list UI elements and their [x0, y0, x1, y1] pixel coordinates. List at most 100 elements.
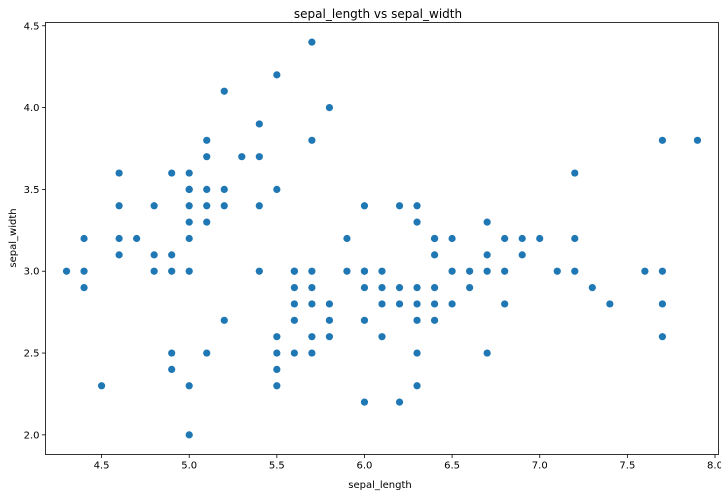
- data-point: [220, 87, 228, 95]
- chart-title: sepal_length vs sepal_width: [294, 7, 462, 21]
- data-point: [220, 185, 228, 194]
- data-point: [290, 300, 298, 308]
- data-point: [273, 185, 281, 194]
- data-point: [203, 185, 211, 194]
- data-point: [290, 316, 298, 324]
- data-point: [395, 398, 404, 406]
- data-point: [360, 398, 369, 406]
- data-point: [430, 316, 439, 324]
- data-point: [501, 300, 509, 308]
- data-point: [115, 169, 123, 177]
- data-point: [115, 202, 123, 210]
- data-point: [115, 251, 123, 259]
- y-axis-label: sepal_width: [8, 208, 19, 267]
- y-tick-label: 4.0: [24, 103, 40, 114]
- data-point: [378, 283, 386, 292]
- data-point: [360, 267, 369, 275]
- data-point: [203, 202, 211, 210]
- data-point: [466, 267, 474, 275]
- data-point: [203, 218, 211, 226]
- y-tick-label: 2.0: [24, 430, 40, 441]
- data-point: [413, 218, 421, 226]
- data-point: [483, 218, 491, 226]
- data-point: [308, 136, 316, 144]
- data-point: [325, 300, 334, 308]
- data-point: [273, 71, 281, 79]
- y-tick-label: 3.0: [24, 267, 40, 278]
- data-point: [168, 365, 176, 374]
- data-point: [325, 103, 334, 112]
- data-point: [413, 349, 421, 357]
- data-point: [273, 333, 281, 341]
- data-point: [133, 234, 141, 243]
- y-axis-ticks: 2.0 2.5 3.0 3.5 4.0 4.5: [24, 21, 46, 441]
- data-point: [185, 218, 193, 226]
- data-point: [325, 333, 334, 341]
- data-point: [185, 431, 193, 439]
- data-point: [150, 267, 158, 275]
- data-point: [693, 136, 702, 144]
- data-point: [378, 267, 386, 275]
- x-tick-label: 5.0: [181, 461, 197, 472]
- data-point: [308, 267, 316, 275]
- data-point: [203, 349, 211, 357]
- data-point: [641, 267, 649, 275]
- data-point: [378, 300, 386, 308]
- data-point: [115, 234, 123, 243]
- data-point: [255, 153, 263, 161]
- data-point: [308, 333, 316, 341]
- data-point: [290, 267, 298, 275]
- data-point: [501, 267, 509, 275]
- x-tick-label: 8.0: [707, 461, 721, 472]
- data-point: [150, 202, 158, 210]
- data-point: [238, 153, 246, 161]
- data-point: [168, 349, 176, 357]
- data-point: [413, 283, 421, 292]
- data-point: [658, 333, 667, 341]
- data-point: [150, 251, 158, 259]
- data-point: [483, 349, 491, 357]
- x-tick-label: 6.0: [357, 461, 373, 472]
- data-point: [413, 316, 421, 324]
- data-point: [606, 300, 614, 308]
- data-point: [536, 234, 544, 243]
- data-point: [185, 202, 193, 210]
- data-point: [80, 267, 88, 275]
- data-points: [62, 38, 702, 439]
- data-point: [168, 251, 176, 259]
- data-point: [395, 300, 404, 308]
- data-point: [518, 234, 526, 243]
- data-point: [185, 185, 193, 194]
- data-point: [80, 234, 88, 243]
- data-point: [466, 283, 474, 292]
- data-point: [220, 202, 228, 210]
- data-point: [360, 316, 369, 324]
- data-point: [343, 267, 351, 275]
- data-point: [308, 283, 316, 292]
- data-point: [553, 267, 561, 275]
- data-point: [430, 300, 439, 308]
- y-tick-label: 4.5: [24, 21, 40, 32]
- data-point: [413, 202, 421, 210]
- y-tick-label: 2.5: [24, 349, 40, 360]
- data-point: [290, 283, 298, 292]
- data-point: [343, 234, 351, 243]
- data-point: [203, 136, 211, 144]
- data-point: [255, 267, 263, 275]
- data-point: [395, 202, 404, 210]
- data-point: [185, 267, 193, 275]
- data-point: [273, 382, 281, 390]
- data-point: [413, 382, 421, 390]
- data-point: [185, 169, 193, 177]
- data-point: [325, 316, 334, 324]
- data-point: [658, 136, 667, 144]
- x-tick-label: 7.0: [532, 461, 548, 472]
- data-point: [360, 283, 369, 292]
- data-point: [97, 382, 106, 390]
- x-tick-label: 5.5: [269, 461, 285, 472]
- data-point: [448, 234, 456, 243]
- data-point: [483, 267, 491, 275]
- data-point: [588, 283, 596, 292]
- data-point: [518, 251, 526, 259]
- data-point: [220, 316, 228, 324]
